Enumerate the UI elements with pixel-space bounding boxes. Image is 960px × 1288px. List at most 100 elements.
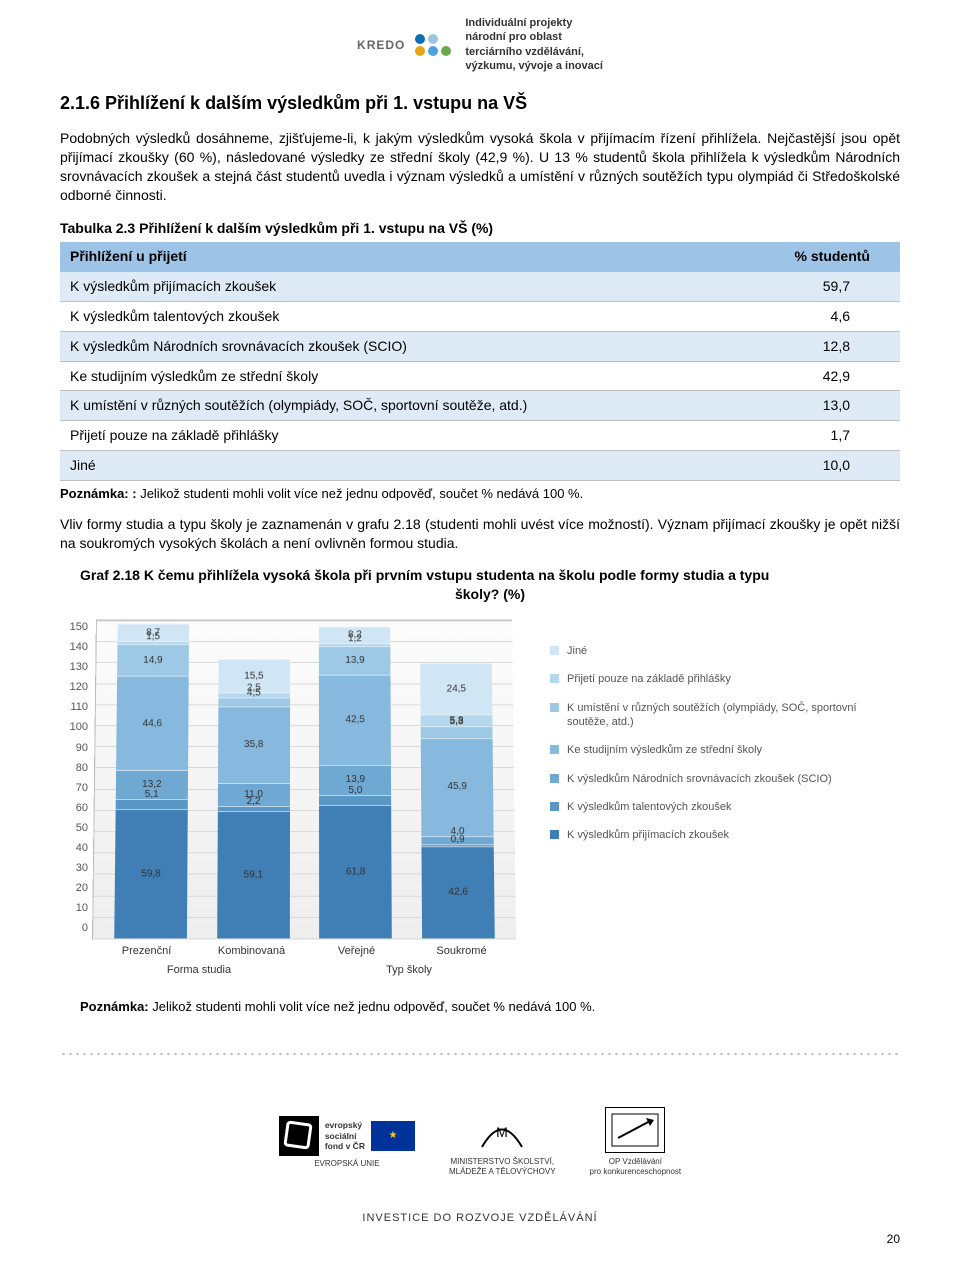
cell-value: 4,6 <box>750 301 900 331</box>
y-tick: 120 <box>70 680 88 695</box>
y-tick: 20 <box>76 881 88 896</box>
bar-value-label: 45,9 <box>447 781 467 795</box>
note-bold: Poznámka: <box>80 999 149 1014</box>
cell-value: 10,0 <box>750 451 900 481</box>
bar-segment: 11,0 <box>217 783 289 806</box>
legend-item: K výsledkům Národních srovnávacích zkouš… <box>550 772 900 786</box>
legend-label: Přijetí pouze na základě přihlášky <box>567 672 731 686</box>
chart-x-groups: Forma studiaTyp školy <box>94 959 514 978</box>
table-row: Přijetí pouze na základě přihlášky1,7 <box>60 421 900 451</box>
legend-label: K výsledkům Národních srovnávacích zkouš… <box>567 772 832 786</box>
footer-logos: evropský sociální fond v ČR EVROPSKÁ UNI… <box>60 1107 900 1225</box>
table-row: K výsledkům přijímacích zkoušek59,7 <box>60 271 900 301</box>
bar-value-label: 11,0 <box>244 788 263 802</box>
bar-segment: 13,9 <box>319 765 391 795</box>
legend-swatch <box>550 745 559 754</box>
bar-segment: 45,9 <box>421 738 494 836</box>
bar-segment: 5,3 <box>421 727 493 738</box>
bar-segment: 14,9 <box>117 645 189 676</box>
bar-value-label: 59,1 <box>244 868 264 882</box>
bar-segment: 5,0 <box>319 795 391 806</box>
table-row: K umístění v různých soutěžích (olympiád… <box>60 391 900 421</box>
logo-esf: evropský sociální fond v ČR EVROPSKÁ UNI… <box>279 1116 415 1169</box>
bar-segment: 59,8 <box>114 810 188 939</box>
cell-label: Jiné <box>60 451 750 481</box>
logo-ministry: M MINISTERSTVO ŠKOLSTVÍ, MLÁDEŽE A TĚLOV… <box>449 1107 556 1176</box>
legend-swatch <box>550 802 559 811</box>
bar-segment: 59,1 <box>217 811 290 938</box>
bar-value-label: 61,8 <box>346 865 366 879</box>
dot-icon <box>441 46 451 56</box>
results-table: Přihlížení u přijetí % studentů K výsled… <box>60 242 900 481</box>
bar-segment: 42,5 <box>319 675 391 765</box>
x-group-label: Typ školy <box>304 963 514 978</box>
bar-value-label: 8,2 <box>348 629 362 642</box>
bar-value-label: 8,7 <box>146 626 160 639</box>
legend-label: Ke studijním výsledkům ze střední školy <box>567 743 762 757</box>
bar-segment: 35,8 <box>218 707 290 783</box>
footer-tagline: INVESTICE DO ROZVOJE VZDĚLÁVÁNÍ <box>362 1211 597 1226</box>
y-tick: 40 <box>76 841 88 856</box>
bar-value-label: 13,2 <box>142 778 162 792</box>
cell-label: K výsledkům talentových zkoušek <box>60 301 750 331</box>
y-tick: 150 <box>70 620 88 635</box>
bar-segment: 13,2 <box>116 771 188 799</box>
bar-segment: 61,8 <box>319 805 392 938</box>
cell-label: Ke studijním výsledkům ze střední školy <box>60 361 750 391</box>
bar-segment: 44,6 <box>116 676 189 770</box>
bar-segment: 15,5 <box>218 660 290 693</box>
legend-swatch <box>550 774 559 783</box>
x-category: Kombinovaná <box>216 944 288 959</box>
chart-title: Graf 2.18 K čemu přihlížela vysoká škola… <box>60 566 900 604</box>
note-text: Jelikož studenti mohli volit více než je… <box>149 999 596 1014</box>
y-tick: 110 <box>70 700 88 715</box>
legend-item: Ke studijním výsledkům ze střední školy <box>550 743 900 757</box>
y-tick: 60 <box>76 801 88 816</box>
table-caption: Tabulka 2.3 Přihlížení k dalším výsledků… <box>60 219 900 238</box>
dot-icon <box>415 34 425 44</box>
header-logo-block: KREDO Individuální projekty národní pro … <box>60 16 900 73</box>
chart-x-categories: PrezenčníKombinovanáVeřejnéSoukromé <box>94 938 514 959</box>
table-row: Jiné10,0 <box>60 451 900 481</box>
bar-value-label: 59,8 <box>141 868 161 882</box>
legend-label: K výsledkům přijímacích zkoušek <box>567 828 729 842</box>
bar-segment: 5,1 <box>116 799 188 810</box>
chart-title-line2: školy? (%) <box>80 585 900 604</box>
bar-column: 8,21,213,942,513,95,061,8 <box>319 626 392 938</box>
legend-swatch <box>550 646 559 655</box>
note-bold: Poznámka: : <box>60 486 137 501</box>
bar-value-label: 13,9 <box>346 774 366 787</box>
chart-plot: 8,71,514,944,613,25,159,815,52,54,535,81… <box>94 618 514 978</box>
brand-dots <box>415 34 451 56</box>
bar-segment: 13,9 <box>319 646 391 675</box>
logo-op: OP Vzdělávání pro konkurenceschopnost <box>590 1107 682 1176</box>
y-tick: 30 <box>76 861 88 876</box>
cell-value: 12,8 <box>750 331 900 361</box>
legend-item: K umístění v různých soutěžích (olympiád… <box>550 701 900 730</box>
bar-column: 15,52,54,535,811,02,259,1 <box>217 660 290 939</box>
divider-dots <box>60 1051 900 1057</box>
x-category: Soukromé <box>426 944 498 959</box>
y-tick: 10 <box>76 901 88 916</box>
bar-segment: 24,5 <box>420 663 492 715</box>
cell-value: 42,9 <box>750 361 900 391</box>
bar-value-label: 14,9 <box>143 654 162 667</box>
paragraph-intro: Podobných výsledků dosáhneme, zjišťujeme… <box>60 129 900 205</box>
note-text: Jelikož studenti mohli volit více než je… <box>137 486 584 501</box>
paragraph-chart-intro: Vliv formy studia a typu školy je zaznam… <box>60 515 900 553</box>
bar-value-label: 24,5 <box>447 683 466 696</box>
y-tick: 50 <box>76 821 88 836</box>
legend-item: Jiné <box>550 644 900 658</box>
table-note: Poznámka: : Jelikož studenti mohli volit… <box>60 485 900 503</box>
bar-segment: 4,0 <box>422 836 494 845</box>
bar-segment: 4,5 <box>218 697 290 707</box>
cell-label: Přijetí pouze na základě přihlášky <box>60 421 750 451</box>
y-tick: 80 <box>76 761 88 776</box>
cell-label: K výsledkům přijímacích zkoušek <box>60 271 750 301</box>
section-heading: 2.1.6 Přihlížení k dalším výsledkům při … <box>60 91 900 115</box>
cell-value: 13,0 <box>750 391 900 421</box>
legend-swatch <box>550 830 559 839</box>
svg-text:M: M <box>496 1124 508 1140</box>
x-category: Prezenční <box>111 944 183 959</box>
y-tick: 140 <box>70 640 88 655</box>
